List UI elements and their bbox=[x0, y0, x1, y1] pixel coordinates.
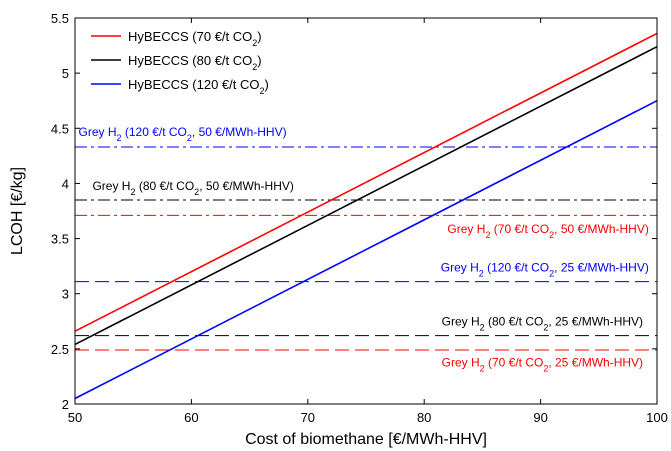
reference-line-label: Grey H2 (70 €/t CO2, 25 €/MWh-HHV) bbox=[442, 356, 643, 374]
y-tick-label: 4.5 bbox=[51, 121, 69, 136]
x-tick-label: 90 bbox=[533, 410, 547, 425]
series-line bbox=[74, 100, 658, 400]
y-tick-label: 2.5 bbox=[51, 342, 69, 357]
reference-lines bbox=[75, 146, 657, 351]
reference-line-label: Grey H2 (80 €/t CO2, 25 €/MWh-HHV) bbox=[442, 315, 643, 333]
x-tick-label: 100 bbox=[646, 410, 668, 425]
reference-line-label: Grey H2 (80 €/t CO2, 50 €/MWh-HHV) bbox=[92, 179, 293, 197]
reference-line-label: Grey H2 (120 €/t CO2, 50 €/MWh-HHV) bbox=[78, 125, 286, 143]
x-tick-label: 60 bbox=[184, 410, 198, 425]
reference-labels: Grey H2 (120 €/t CO2, 50 €/MWh-HHV) Grey … bbox=[78, 125, 648, 373]
axis-ticks: 50 60 70 80 90 100 2 2.5 3 3.5 4 4.5 5 5.5 bbox=[51, 11, 668, 425]
y-tick-label: 4 bbox=[62, 176, 69, 191]
series-line bbox=[74, 45, 658, 346]
legend-entry: HyBECCS (70 €/t CO2) bbox=[128, 29, 262, 48]
y-tick-label: 3.5 bbox=[51, 232, 69, 247]
series-lines bbox=[74, 32, 658, 400]
series-line bbox=[74, 32, 658, 332]
reference-line-label: Grey H2 (70 €/t CO2, 50 €/MWh-HHV) bbox=[447, 222, 648, 240]
legend-entry: HyBECCS (80 €/t CO2) bbox=[128, 53, 262, 72]
legend-entry: HyBECCS (120 €/t CO2) bbox=[128, 77, 269, 96]
y-tick-label: 5.5 bbox=[51, 11, 69, 26]
x-tick-label: 80 bbox=[417, 410, 431, 425]
plot-frame bbox=[74, 17, 658, 405]
x-tick-label: 70 bbox=[301, 410, 315, 425]
x-tick-label: 50 bbox=[68, 410, 82, 425]
x-axis-label: Cost of biomethane [€/MWh-HHV] bbox=[245, 431, 487, 448]
reference-line-label: Grey H2 (120 €/t CO2, 25 €/MWh-HHV) bbox=[441, 261, 649, 279]
y-axis-label: LCOH [€/kg] bbox=[9, 167, 26, 255]
y-tick-label: 2 bbox=[62, 397, 69, 412]
y-tick-label: 3 bbox=[62, 287, 69, 302]
legend: HyBECCS (70 €/t CO2) HyBECCS (80 €/t CO2)… bbox=[91, 29, 269, 96]
y-tick-label: 5 bbox=[62, 66, 69, 81]
